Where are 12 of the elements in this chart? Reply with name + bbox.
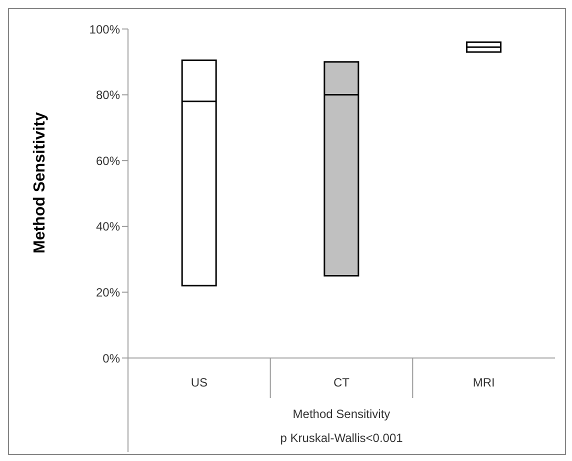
x-axis-title: Method Sensitivity [292,407,390,421]
x-tick-label: MRI [472,376,495,390]
y-tick-label: 20% [96,285,120,300]
x-tick-label: US [190,376,208,390]
y-tick-label: 60% [96,154,120,168]
y-axis-title: Method Sensitivity [32,112,49,254]
y-tick-label: 80% [96,88,120,102]
y-tick-label: 100% [89,22,120,36]
y-tick-label: 0% [102,351,120,366]
y-tick-label: 40% [96,220,120,234]
text: p Kruskal-Wallis<0.001 [280,431,404,445]
x-tick-label: CT [334,376,350,390]
